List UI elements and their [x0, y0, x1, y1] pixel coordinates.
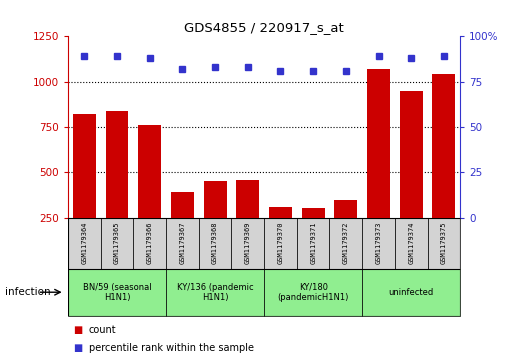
- Bar: [428, 218, 460, 269]
- Bar: [329, 218, 362, 269]
- Text: uninfected: uninfected: [389, 288, 434, 297]
- Bar: [367, 69, 390, 263]
- Bar: [73, 114, 96, 263]
- Bar: [199, 218, 231, 269]
- Text: GSM1179373: GSM1179373: [376, 222, 381, 265]
- Bar: [166, 218, 199, 269]
- Text: BN/59 (seasonal
H1N1): BN/59 (seasonal H1N1): [83, 282, 151, 302]
- Bar: [264, 269, 362, 316]
- Bar: [166, 269, 264, 316]
- Bar: [100, 218, 133, 269]
- Bar: [362, 218, 395, 269]
- Text: GSM1179365: GSM1179365: [114, 222, 120, 265]
- Text: GSM1179374: GSM1179374: [408, 222, 414, 265]
- Bar: [269, 207, 292, 263]
- Text: GSM1179372: GSM1179372: [343, 222, 349, 265]
- Text: GSM1179369: GSM1179369: [245, 222, 251, 265]
- Bar: [106, 111, 129, 263]
- Text: GSM1179375: GSM1179375: [441, 222, 447, 265]
- Bar: [68, 269, 166, 316]
- Bar: [395, 218, 428, 269]
- Text: GSM1179370: GSM1179370: [278, 222, 283, 265]
- Bar: [231, 218, 264, 269]
- Text: KY/136 (pandemic
H1N1): KY/136 (pandemic H1N1): [177, 282, 254, 302]
- Text: infection: infection: [5, 287, 51, 297]
- Bar: [171, 192, 194, 263]
- Text: GSM1179371: GSM1179371: [310, 222, 316, 265]
- Bar: [236, 180, 259, 263]
- Text: percentile rank within the sample: percentile rank within the sample: [89, 343, 254, 354]
- Bar: [68, 218, 100, 269]
- Bar: [138, 125, 161, 263]
- Text: ■: ■: [73, 325, 83, 335]
- Bar: [334, 200, 357, 263]
- Bar: [133, 218, 166, 269]
- Text: GSM1179366: GSM1179366: [147, 222, 153, 265]
- Bar: [362, 269, 460, 316]
- Text: GSM1179364: GSM1179364: [82, 222, 87, 265]
- Bar: [203, 182, 226, 263]
- Bar: [302, 208, 325, 263]
- Bar: [297, 218, 329, 269]
- Bar: [264, 218, 297, 269]
- Text: ■: ■: [73, 343, 83, 354]
- Bar: [400, 91, 423, 263]
- Text: KY/180
(pandemicH1N1): KY/180 (pandemicH1N1): [278, 282, 349, 302]
- Text: GSM1179368: GSM1179368: [212, 222, 218, 265]
- Text: count: count: [89, 325, 117, 335]
- Bar: [433, 74, 456, 263]
- Text: GSM1179367: GSM1179367: [179, 222, 185, 265]
- Title: GDS4855 / 220917_s_at: GDS4855 / 220917_s_at: [184, 21, 344, 34]
